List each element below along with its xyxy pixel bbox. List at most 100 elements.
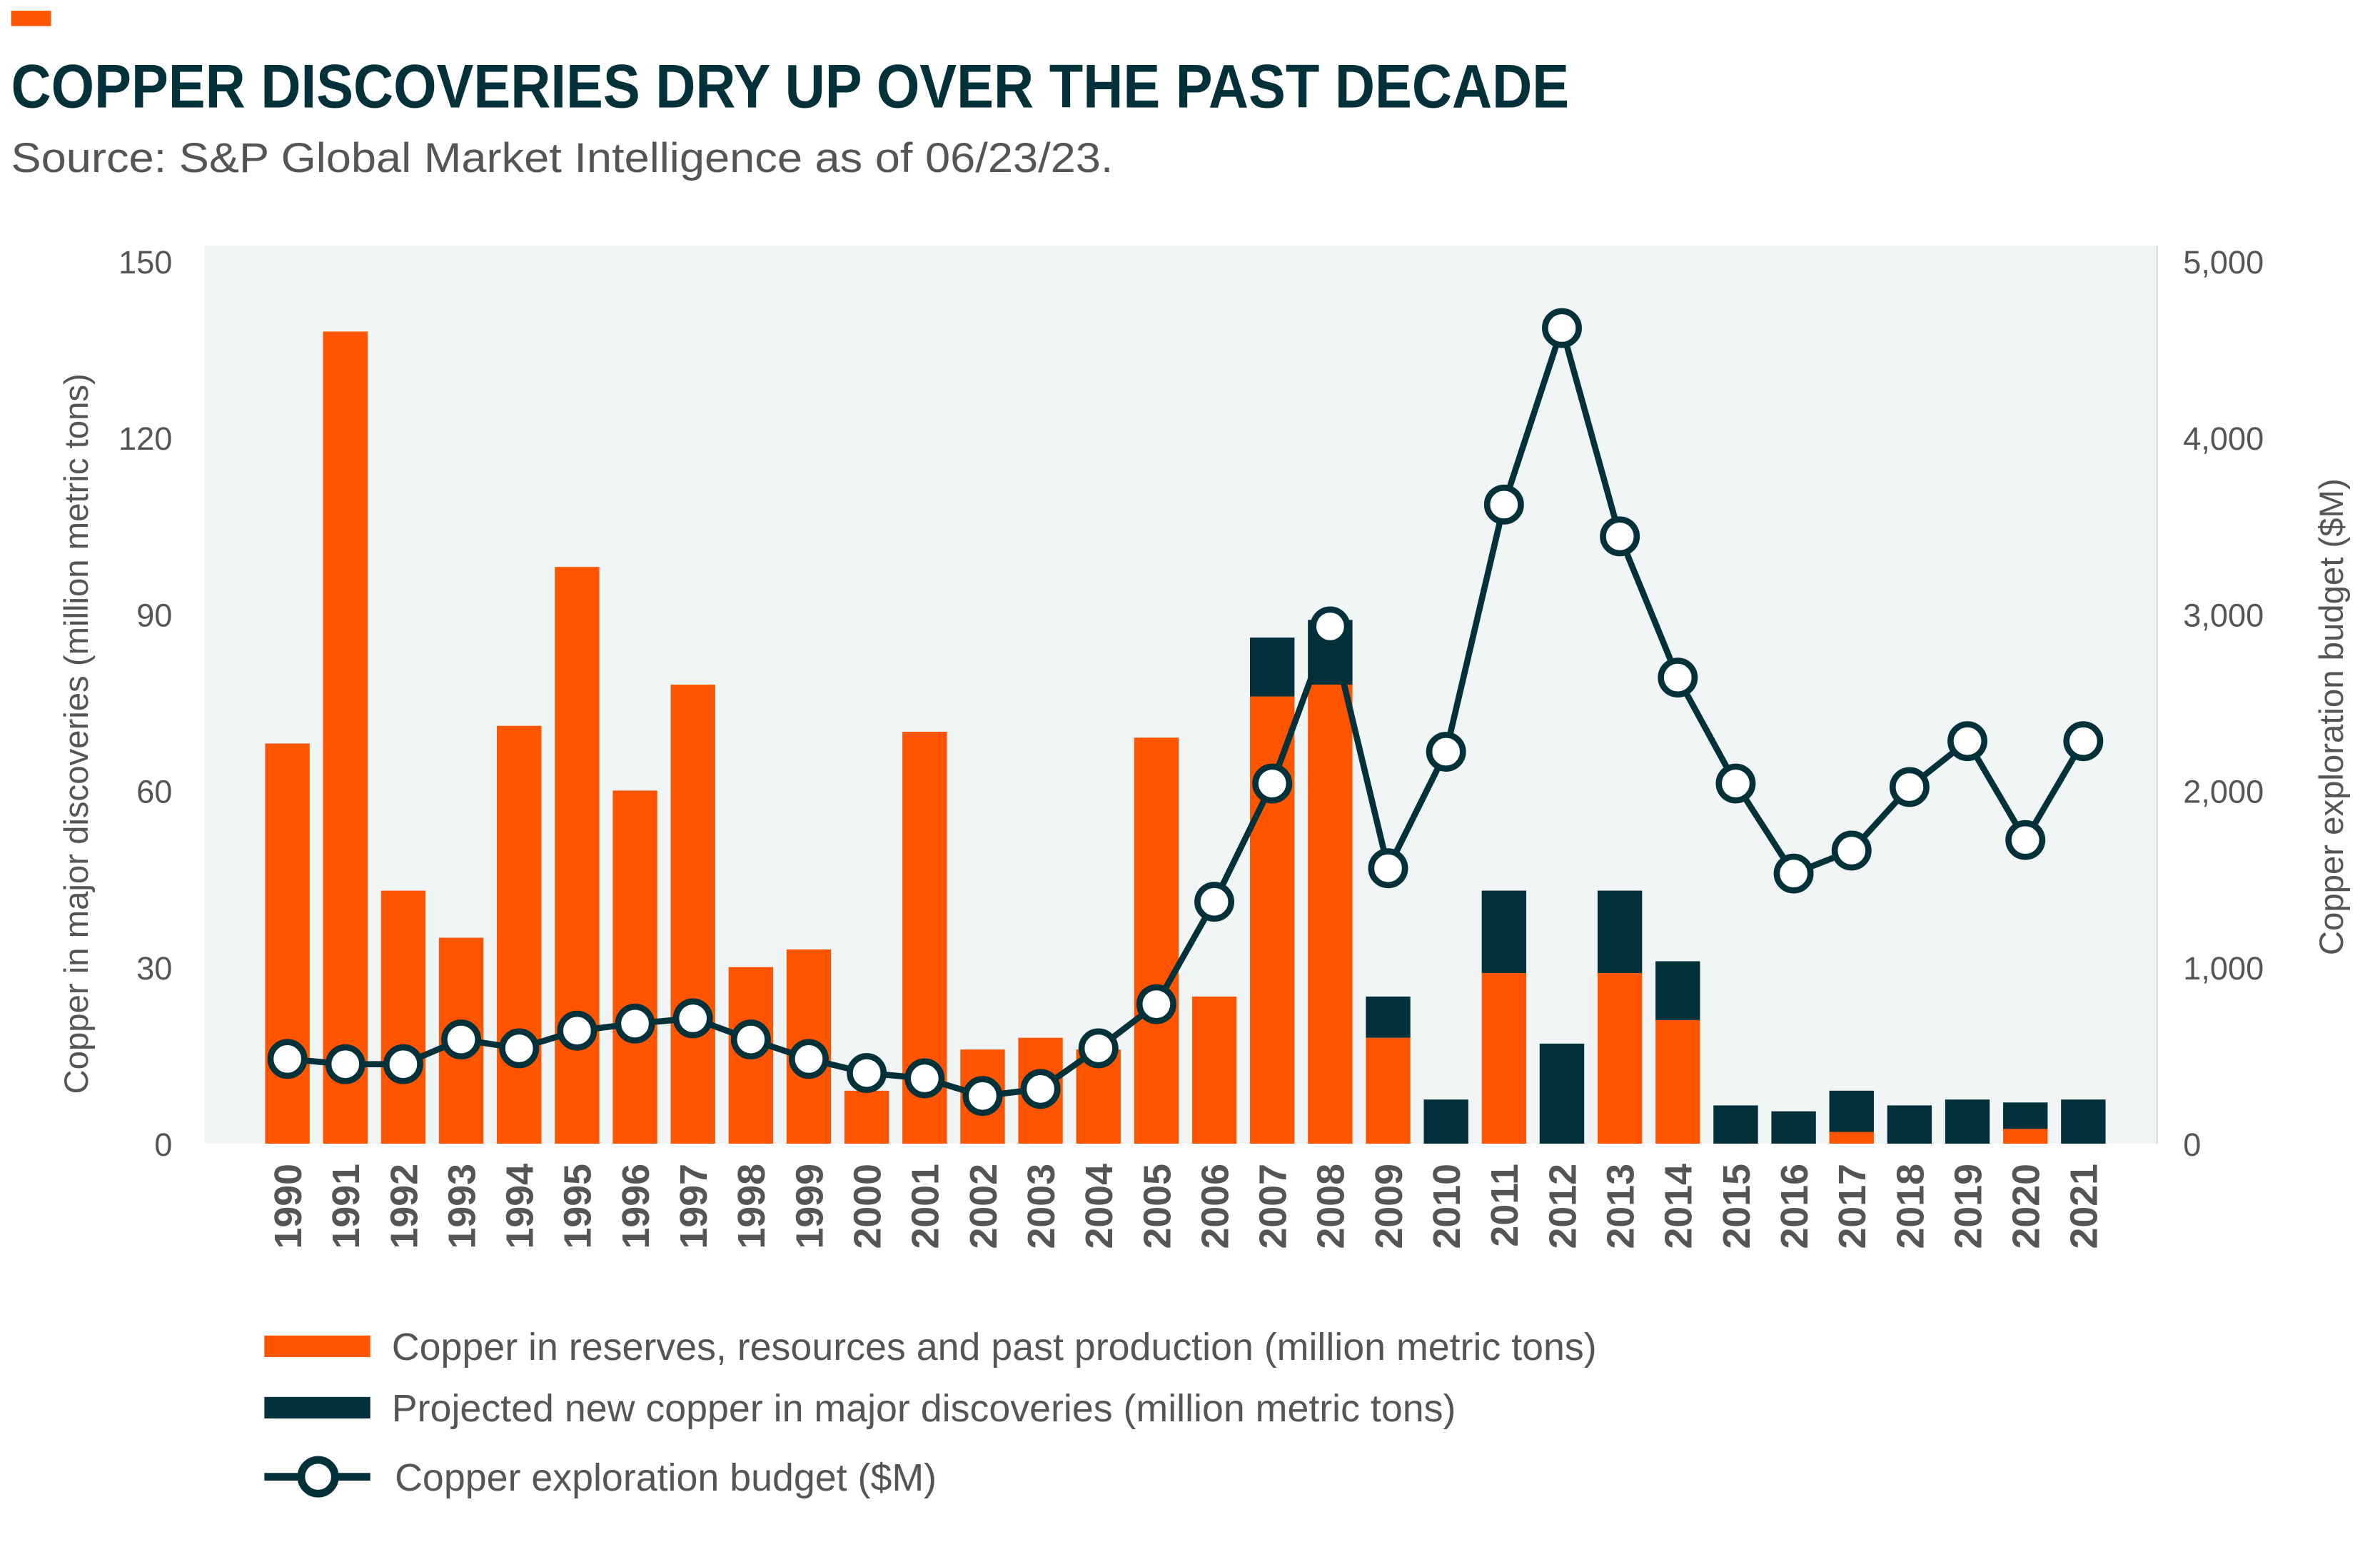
budget-marker <box>1020 1069 1061 1109</box>
budget-marker <box>1831 830 1872 871</box>
chart-subtitle: Source: S&P Global Market Intelligence a… <box>11 135 1114 181</box>
bar-reserves <box>1829 1132 1874 1144</box>
x-tick-label: 2016 <box>1773 1164 1816 1249</box>
x-tick-label: 1999 <box>788 1164 831 1249</box>
budget-marker <box>1773 853 1814 894</box>
x-tick-label: 1992 <box>383 1164 425 1249</box>
budget-marker <box>1889 767 1930 807</box>
y-tick-label: 150 <box>119 244 172 281</box>
budget-marker <box>904 1058 945 1099</box>
x-tick-label: 2021 <box>2063 1164 2106 1249</box>
bar-reserves <box>1134 737 1179 1144</box>
x-tick-label: 2017 <box>1831 1164 1874 1249</box>
bar-projected <box>1655 961 1700 1020</box>
bar-reserves <box>323 331 368 1144</box>
bar-reserves <box>844 1090 889 1144</box>
y2-tick-label: 3,000 <box>2183 597 2264 633</box>
x-tick-label: 2009 <box>1368 1164 1411 1249</box>
bar-projected <box>1713 1105 1758 1144</box>
budget-marker <box>1310 606 1351 647</box>
bar-reserves <box>612 790 657 1144</box>
x-tick-label: 2015 <box>1715 1164 1758 1249</box>
x-tick-label: 2010 <box>1426 1164 1468 1249</box>
x-tick-label: 2018 <box>1889 1164 1932 1249</box>
budget-marker <box>1252 763 1293 804</box>
bar-projected <box>1829 1090 1874 1132</box>
budget-marker <box>1715 763 1756 804</box>
bar-reserves <box>497 725 542 1144</box>
x-tick-label: 1990 <box>267 1164 310 1249</box>
bar-projected <box>1539 1043 1585 1144</box>
bar-reserves <box>1191 996 1237 1144</box>
bar-reserves <box>2003 1129 2048 1144</box>
budget-marker <box>789 1039 829 1079</box>
legend-swatch-projected <box>264 1396 370 1419</box>
budget-marker <box>1426 732 1466 772</box>
legend-label-reserves: Copper in reserves, resources and past p… <box>392 1326 1597 1369</box>
bar-reserves <box>1655 1019 1700 1144</box>
legend-label-projected: Projected new copper in major discoverie… <box>392 1387 1456 1430</box>
budget-marker <box>1600 516 1640 557</box>
y2-tick-label: 1,000 <box>2183 950 2264 987</box>
budget-marker <box>383 1044 423 1084</box>
accent-mark <box>11 11 51 26</box>
budget-marker <box>499 1028 540 1069</box>
budget-marker <box>1542 308 1582 348</box>
x-tick-label: 2011 <box>1483 1164 1526 1247</box>
budget-marker <box>325 1044 365 1084</box>
y2-tick-label: 4,000 <box>2183 420 2264 457</box>
budget-marker <box>441 1019 482 1060</box>
y2-axis-label: Copper exploration budget ($M) <box>2313 478 2351 955</box>
x-tick-label: 2006 <box>1194 1164 1236 1249</box>
legend: Copper in reserves, resources and past p… <box>264 1326 1597 1499</box>
y-tick-label: 120 <box>119 420 172 457</box>
budget-marker <box>1368 848 1408 889</box>
bar-reserves <box>1481 972 1527 1144</box>
bar-projected <box>2003 1102 2048 1129</box>
budget-marker <box>1136 984 1176 1024</box>
x-tick-label: 2014 <box>1658 1164 1700 1249</box>
y2-tick-label: 0 <box>2183 1127 2201 1163</box>
budget-marker <box>730 1019 771 1060</box>
bar-projected <box>2061 1099 2106 1144</box>
y-tick-label: 60 <box>136 774 172 810</box>
bar-projected <box>1771 1111 1816 1144</box>
legend-marker-budget <box>297 1456 339 1498</box>
bar-reserves <box>670 685 715 1144</box>
x-tick-label: 1996 <box>615 1164 657 1249</box>
y-tick-label: 30 <box>136 950 172 987</box>
x-tick-label: 2004 <box>1078 1164 1121 1249</box>
bar-reserves <box>1308 685 1353 1144</box>
y2-tick-label: 2,000 <box>2183 774 2264 810</box>
bar-projected <box>1597 890 1643 973</box>
budget-marker <box>2063 721 2104 762</box>
x-tick-label: 1997 <box>672 1164 715 1249</box>
x-tick-label: 1995 <box>557 1164 600 1249</box>
x-tick-label: 2002 <box>962 1164 1005 1249</box>
bar-reserves <box>1597 972 1643 1144</box>
budget-marker <box>557 1010 597 1051</box>
chart-title: COPPER DISCOVERIES DRY UP OVER THE PAST … <box>11 53 1570 121</box>
budget-marker <box>1658 657 1698 698</box>
y-axis-label: Copper in major discoveries (million met… <box>58 373 96 1094</box>
budget-marker <box>962 1076 1003 1117</box>
x-tick-label: 2020 <box>2005 1164 2048 1249</box>
bar-reserves <box>1250 696 1295 1144</box>
budget-marker <box>1078 1028 1119 1069</box>
legend-label-budget: Copper exploration budget ($M) <box>395 1456 937 1499</box>
y-tick-label: 0 <box>154 1127 172 1163</box>
bar-reserves <box>1366 1037 1411 1144</box>
budget-marker <box>1483 484 1524 525</box>
bar-projected <box>1366 996 1411 1038</box>
x-tick-label: 2013 <box>1599 1164 1642 1249</box>
bar-projected <box>1481 890 1527 973</box>
bar-projected <box>1250 638 1295 697</box>
budget-marker <box>847 1053 887 1094</box>
y2-tick-label: 5,000 <box>2183 244 2264 281</box>
x-tick-label: 1994 <box>499 1164 542 1249</box>
x-tick-label: 2001 <box>904 1164 947 1249</box>
budget-marker <box>267 1039 308 1079</box>
x-tick-label: 2005 <box>1136 1164 1179 1249</box>
x-tick-label: 2000 <box>846 1164 889 1249</box>
